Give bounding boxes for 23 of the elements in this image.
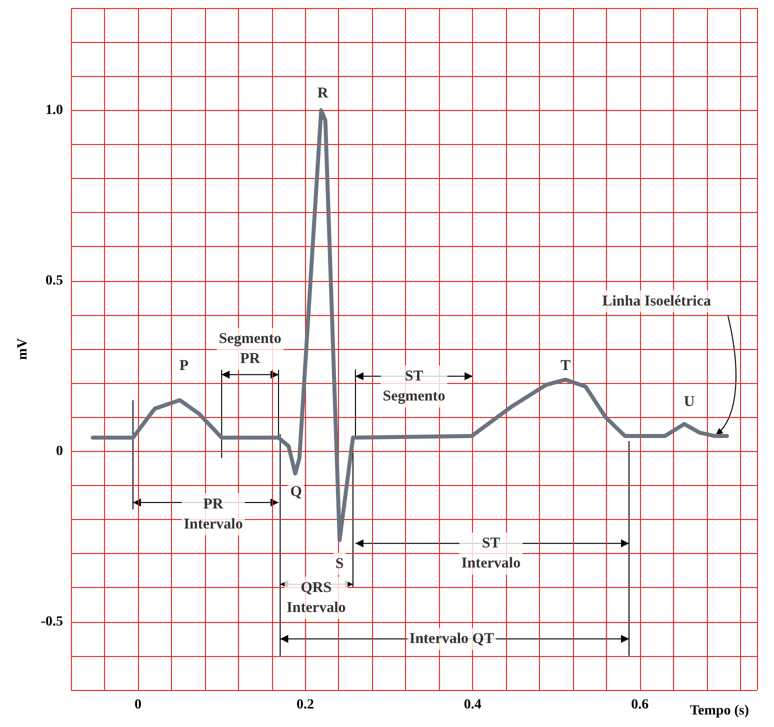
annotation: R	[317, 85, 328, 102]
annotation: Intervalo QT	[409, 630, 494, 647]
annotation: QRS Intervalo	[286, 580, 346, 616]
x-tick-label: 0.4	[464, 698, 482, 712]
annotation: S	[335, 556, 344, 572]
annotation: Q	[290, 484, 302, 500]
y-tick-label: 1.0	[46, 102, 64, 118]
annotation: PR Intervalo	[184, 496, 243, 532]
y-tick-label: 0	[56, 444, 64, 459]
x-tick-label: 0.6	[631, 698, 649, 712]
annotation: Segmento PR	[218, 331, 282, 367]
annotation: ST Intervalo	[461, 536, 521, 572]
annotation: U	[684, 394, 695, 410]
y-tick-label: -0.5	[40, 614, 64, 630]
annotation: Linha Isoelétrica	[602, 293, 712, 310]
annotation: ST Segmento	[382, 368, 446, 405]
annotation: T	[560, 358, 570, 374]
x-axis-title: Tempo (s)	[690, 704, 750, 718]
x-tick-label: 0	[134, 698, 142, 712]
y-axis-title: mV	[16, 338, 30, 360]
y-tick-label: 0.5	[46, 273, 64, 288]
x-tick-label: 0.2	[296, 698, 314, 712]
annotation: P	[179, 358, 189, 374]
